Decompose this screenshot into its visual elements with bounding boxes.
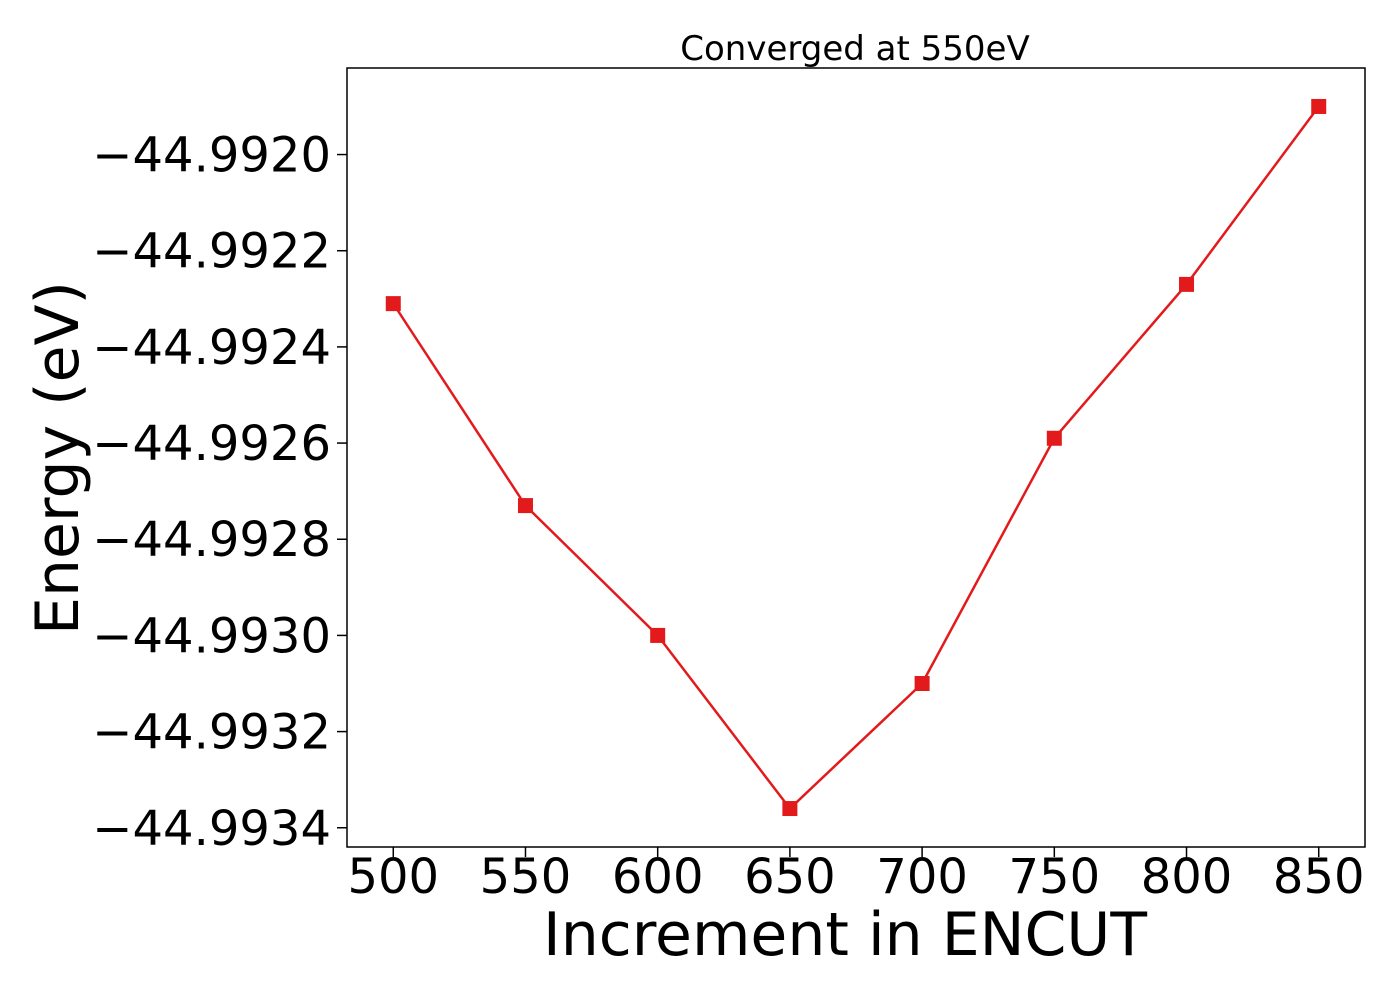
x-tick-label: 700 [876, 849, 968, 905]
y-axis-label: Energy (eV) [23, 281, 93, 635]
y-tick-label: −44.9930 [92, 608, 331, 664]
data-point [1311, 98, 1327, 114]
data-point [782, 801, 798, 817]
x-tick-label: 850 [1273, 849, 1365, 905]
series-line [392, 105, 1320, 810]
x-axis: 500 550 600 650 700 750 800 850 [347, 847, 1365, 905]
data-point [650, 627, 666, 643]
x-tick-label: 750 [1008, 849, 1100, 905]
x-tick-label: 550 [480, 849, 572, 905]
y-tick-label: −44.9926 [92, 416, 331, 472]
y-tick-label: −44.9932 [92, 705, 331, 761]
y-tick-label: −44.9928 [92, 512, 331, 568]
data-point [1179, 276, 1195, 292]
y-tick-label: −44.9924 [92, 320, 331, 376]
data-point [517, 498, 533, 514]
plot-area-frame [346, 67, 1366, 848]
chart-title: Converged at 550eV [680, 29, 1029, 69]
x-tick-label: 650 [744, 849, 836, 905]
data-point [385, 296, 401, 312]
x-tick-label: 500 [347, 849, 439, 905]
x-tick-label: 800 [1141, 849, 1233, 905]
y-tick-label: −44.9920 [92, 128, 331, 184]
data-point [1046, 430, 1062, 446]
x-axis-label: Increment in ENCUT [543, 900, 1147, 970]
y-tick-label: −44.9922 [92, 224, 331, 280]
y-tick-label: −44.9934 [92, 801, 331, 857]
x-tick-label: 600 [612, 849, 704, 905]
series-layer [385, 98, 1327, 817]
y-axis: −44.9934 −44.9932 −44.9930 −44.9928 −44.9926… [92, 128, 347, 857]
data-point [914, 676, 930, 692]
